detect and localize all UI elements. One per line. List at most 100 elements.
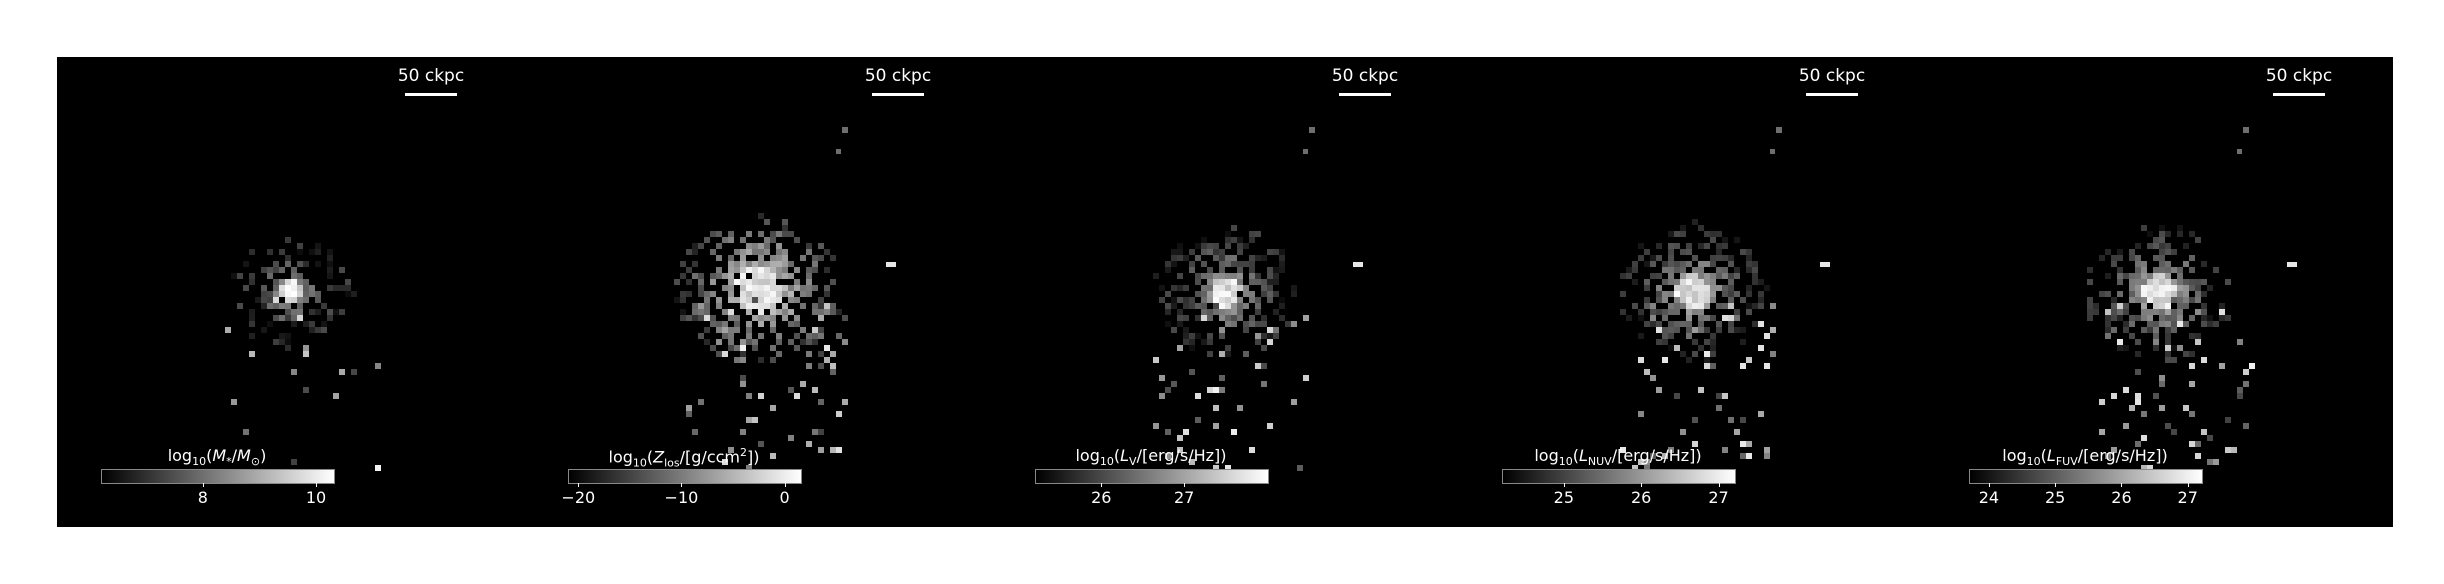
map-pixel bbox=[2123, 273, 2129, 279]
map-pixel bbox=[261, 297, 267, 303]
map-pixel bbox=[1213, 285, 1219, 291]
map-pixel bbox=[770, 303, 776, 309]
map-pixel bbox=[2165, 321, 2171, 327]
map-pixel bbox=[1237, 261, 1243, 267]
map-pixel bbox=[1279, 267, 1285, 273]
map-pixel bbox=[788, 435, 794, 441]
map-pixel bbox=[2243, 369, 2249, 375]
map-pixel bbox=[1686, 291, 1692, 297]
map-pixel bbox=[1201, 303, 1207, 309]
map-pixel bbox=[770, 255, 776, 261]
map-pixel bbox=[746, 465, 752, 471]
map-pixel bbox=[1267, 333, 1273, 339]
map-pixel bbox=[1820, 262, 1830, 267]
map-pixel bbox=[1159, 285, 1165, 291]
map-pixel bbox=[1704, 285, 1710, 291]
map-pixel bbox=[267, 291, 273, 297]
map-pixel bbox=[2195, 285, 2201, 291]
map-pixel bbox=[1171, 249, 1177, 255]
map-pixel bbox=[758, 291, 764, 297]
map-pixel bbox=[710, 321, 716, 327]
map-pixel bbox=[740, 291, 746, 297]
map-pixel bbox=[788, 297, 794, 303]
colorbar-tick-label: 27 bbox=[1708, 488, 1729, 507]
map-pixel bbox=[782, 231, 788, 237]
map-pixel bbox=[279, 291, 285, 297]
scale-bar-label: 50 ckpc bbox=[2265, 66, 2333, 86]
map-pixel bbox=[800, 285, 806, 291]
map-pixel bbox=[704, 327, 710, 333]
map-pixel bbox=[1662, 279, 1668, 285]
projection-map bbox=[1153, 127, 1363, 471]
map-pixel bbox=[297, 279, 303, 285]
map-pixel bbox=[1632, 261, 1638, 267]
map-pixel bbox=[686, 315, 692, 321]
map-pixel bbox=[2111, 309, 2117, 315]
map-pixel bbox=[333, 285, 339, 291]
projection-map bbox=[1620, 127, 1830, 477]
map-pixel bbox=[1225, 237, 1231, 243]
map-pixel bbox=[836, 333, 842, 339]
map-pixel bbox=[339, 267, 345, 273]
map-pixel bbox=[1231, 273, 1237, 279]
map-pixel bbox=[716, 267, 722, 273]
map-pixel bbox=[1680, 249, 1686, 255]
colorbar-tick-label: 25 bbox=[1553, 488, 1575, 507]
map-pixel bbox=[2111, 261, 2117, 267]
map-pixel bbox=[1249, 231, 1255, 237]
map-pixel bbox=[2135, 369, 2141, 375]
map-pixel bbox=[261, 285, 267, 291]
map-pixel bbox=[2135, 279, 2141, 285]
map-pixel bbox=[291, 285, 297, 291]
map-pixel bbox=[267, 273, 273, 279]
map-pixel bbox=[752, 261, 758, 267]
map-pixel bbox=[1165, 453, 1171, 459]
map-pixel bbox=[1225, 297, 1231, 303]
map-pixel bbox=[1219, 297, 1225, 303]
map-pixel bbox=[2159, 375, 2165, 381]
map-pixel bbox=[704, 339, 710, 345]
map-pixel bbox=[836, 149, 841, 154]
map-pixel bbox=[279, 279, 285, 285]
map-pixel bbox=[1740, 327, 1746, 333]
map-pixel bbox=[698, 273, 704, 279]
map-pixel bbox=[249, 315, 255, 321]
map-pixel bbox=[698, 303, 704, 309]
map-pixel bbox=[782, 219, 788, 225]
map-pixel bbox=[788, 321, 794, 327]
map-pixel bbox=[1674, 345, 1680, 351]
map-pixel bbox=[2207, 321, 2213, 327]
map-pixel bbox=[746, 309, 752, 315]
map-pixel bbox=[824, 291, 830, 297]
map-pixel bbox=[728, 279, 734, 285]
map-pixel bbox=[1213, 279, 1219, 285]
map-pixel bbox=[812, 255, 818, 261]
map-pixel bbox=[782, 291, 788, 297]
map-pixel bbox=[249, 321, 255, 327]
map-pixel bbox=[1698, 321, 1704, 327]
map-pixel bbox=[1650, 255, 1656, 261]
map-pixel bbox=[698, 309, 704, 315]
map-pixel bbox=[2111, 255, 2117, 261]
map-pixel bbox=[782, 267, 788, 273]
map-pixel bbox=[752, 243, 758, 249]
map-pixel bbox=[1201, 237, 1207, 243]
map-pixel bbox=[1638, 357, 1644, 363]
map-pixel bbox=[1237, 303, 1243, 309]
map-pixel bbox=[1626, 267, 1632, 273]
map-pixel bbox=[2141, 297, 2147, 303]
map-pixel bbox=[722, 327, 728, 333]
map-pixel bbox=[2287, 262, 2297, 267]
map-pixel bbox=[2195, 237, 2201, 243]
map-pixel bbox=[1207, 249, 1213, 255]
map-pixel bbox=[740, 375, 746, 381]
map-pixel bbox=[1704, 261, 1710, 267]
map-pixel bbox=[734, 357, 740, 363]
map-pixel bbox=[674, 279, 680, 285]
map-pixel bbox=[1728, 315, 1734, 321]
map-pixel bbox=[752, 291, 758, 297]
map-pixel bbox=[297, 261, 303, 267]
map-pixel bbox=[1758, 411, 1764, 417]
scale-bar bbox=[1339, 93, 1391, 96]
map-pixel bbox=[752, 297, 758, 303]
